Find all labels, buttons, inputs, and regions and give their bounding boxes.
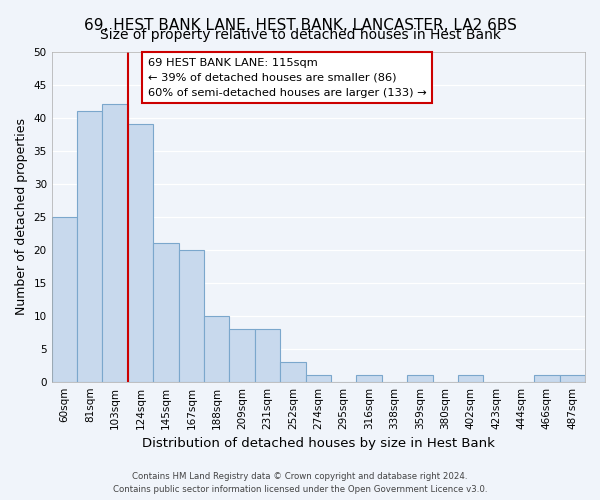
Bar (204, 316, 229, 382)
X-axis label: Distribution of detached houses by size in Hest Bank: Distribution of detached houses by size … (142, 437, 495, 450)
Bar (356, 375, 382, 382)
Bar (229, 329, 255, 382)
Bar (560, 375, 585, 382)
Bar (52, 216, 77, 382)
Bar (153, 243, 179, 382)
Bar (458, 375, 484, 382)
Bar (305, 375, 331, 382)
Bar (407, 375, 433, 382)
Text: 69 HEST BANK LANE: 115sqm
← 39% of detached houses are smaller (86)
60% of semi-: 69 HEST BANK LANE: 115sqm ← 39% of detac… (148, 58, 427, 98)
Bar (128, 124, 153, 382)
Y-axis label: Number of detached properties: Number of detached properties (15, 118, 28, 315)
Text: Size of property relative to detached houses in Hest Bank: Size of property relative to detached ho… (100, 28, 500, 42)
Bar (255, 329, 280, 382)
Bar (77, 111, 103, 382)
Text: 69, HEST BANK LANE, HEST BANK, LANCASTER, LA2 6BS: 69, HEST BANK LANE, HEST BANK, LANCASTER… (83, 18, 517, 32)
Bar (534, 375, 560, 382)
Bar (179, 250, 204, 382)
Bar (103, 104, 128, 382)
Bar (280, 362, 305, 382)
Text: Contains HM Land Registry data © Crown copyright and database right 2024.
Contai: Contains HM Land Registry data © Crown c… (113, 472, 487, 494)
